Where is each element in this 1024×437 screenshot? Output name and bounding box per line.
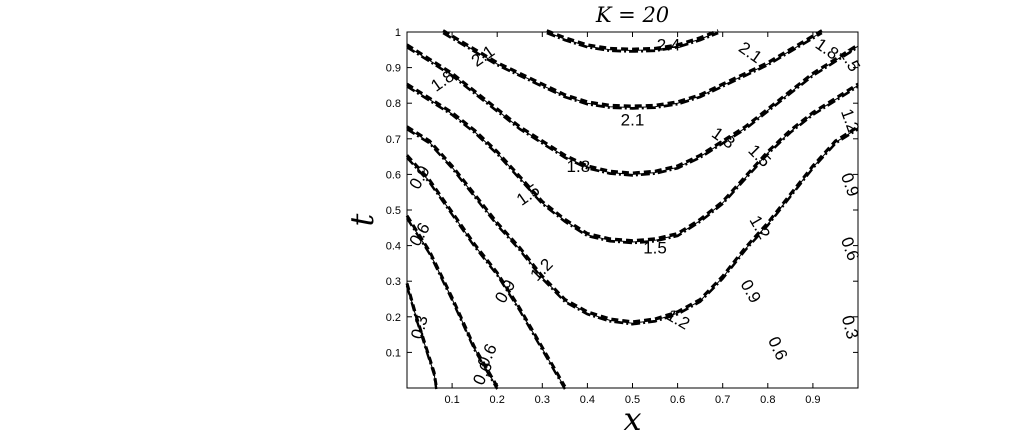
contour-line-1_5-dash-dot-thick (406, 85, 859, 245)
contour-label: 2.1 (621, 110, 645, 129)
y-tick-label: 0.6 (386, 169, 401, 181)
contour-line-0_6-dash-dot-thick (405, 217, 499, 390)
x-tick-label: 0.5 (625, 394, 640, 406)
contour-label: 1.8 (567, 157, 591, 176)
y-tick-label: 0.4 (386, 241, 401, 253)
y-tick-label: 0.3 (386, 276, 401, 288)
contour-line-0_9-dash-dot-thick (406, 156, 566, 390)
y-tick-label: 0.5 (386, 205, 401, 217)
x-tick-label: 0.1 (444, 394, 459, 406)
y-tick-label: 0.9 (386, 63, 401, 75)
x-tick-label: 0.7 (715, 394, 730, 406)
y-tick-label: 0.1 (386, 347, 401, 359)
x-axis-label: x (623, 400, 641, 437)
y-tick-label: 0.2 (386, 312, 401, 324)
y-tick-label: 0.7 (386, 134, 401, 146)
x-tick-label: 0.9 (805, 394, 820, 406)
contour-label: 2.4 (657, 36, 681, 55)
contour-line-1_5-dashed-thick (406, 82, 859, 243)
chart-title: K = 20 (595, 3, 669, 27)
contour-line-0_3-dash-dot-thick (405, 285, 438, 390)
x-tick-label: 0.3 (535, 394, 550, 406)
contour-line-1_8-dash-dot-thick (406, 46, 859, 177)
contour-line-1_8-dashed-thick (406, 43, 859, 175)
y-tick-label: 0.8 (386, 98, 401, 110)
x-tick-label: 0.6 (670, 394, 685, 406)
x-tick-label: 0.2 (490, 394, 505, 406)
contour-line-2_4-dash-dot-thick (546, 31, 719, 53)
contour-label: 1.5 (643, 239, 667, 258)
y-tick-label: 1 (395, 27, 401, 39)
contour-line-2_4-dashed-thick (546, 29, 719, 51)
plot-area (407, 32, 858, 388)
contour-line-1_2-dash-dot-thick (406, 128, 859, 326)
contour-line-2_1-dash-dot-thick (442, 32, 823, 110)
y-axis-label: t (343, 213, 381, 226)
x-tick-label: 0.8 (760, 394, 775, 406)
x-tick-label: 0.4 (580, 394, 595, 406)
